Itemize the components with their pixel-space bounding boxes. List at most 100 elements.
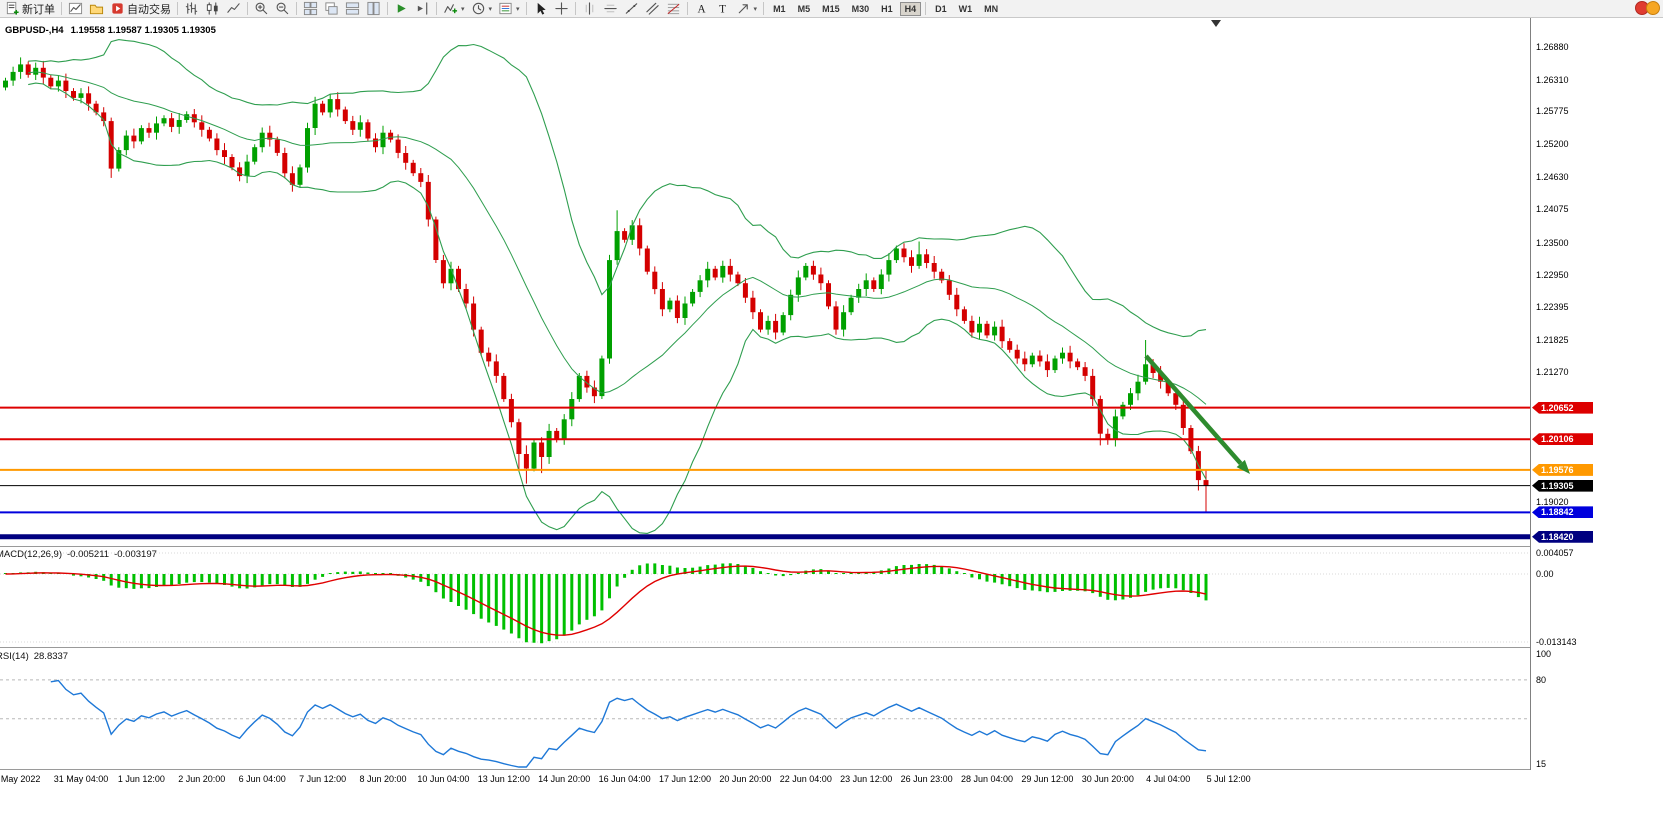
- new-order-button[interactable]: 新订单: [2, 0, 58, 18]
- chart-title: GBPUSD-,H4 1.19558 1.19587 1.19305 1.1930…: [5, 25, 223, 36]
- toolbar-separator: [574, 2, 576, 15]
- crosshair-icon: [554, 2, 568, 15]
- autotrading-icon: [112, 3, 123, 14]
- macd-signal-value: -0.003197: [114, 549, 157, 560]
- text-label-tool-button[interactable]: T: [712, 0, 733, 18]
- arrow-shape-icon: [738, 4, 748, 14]
- price-chart[interactable]: [0, 18, 1530, 546]
- cascade-windows-button[interactable]: [321, 0, 342, 18]
- price-line-badge: 1.20106: [1532, 433, 1593, 446]
- candlestick-chart-button[interactable]: [202, 0, 223, 18]
- svg-text:T: T: [719, 4, 726, 16]
- timeframe-h4-button[interactable]: H4: [899, 1, 922, 16]
- rsi-axis-label: 100: [1536, 649, 1552, 659]
- time-axis-label: 26 Jun 23:00: [900, 774, 953, 784]
- panel-separator[interactable]: [0, 769, 1663, 770]
- macd-signal-line: [5, 565, 1207, 636]
- price-tick-label: 1.22950: [1536, 269, 1569, 280]
- zoom-out-button[interactable]: [272, 0, 293, 18]
- cursor-button[interactable]: [530, 0, 551, 18]
- trendline-tool-button[interactable]: [621, 0, 642, 18]
- macd-panel[interactable]: [0, 547, 1530, 647]
- trend-arrow[interactable]: [1144, 354, 1243, 465]
- vertical-line-icon: [585, 2, 593, 15]
- time-axis-label: 13 Jun 12:00: [477, 774, 530, 784]
- horizontal-line-tool-button[interactable]: [600, 0, 621, 18]
- fibonacci-tool-button[interactable]: [663, 0, 684, 18]
- new-order-label: 新订单: [22, 3, 55, 16]
- price-tick-label: 1.24630: [1536, 172, 1569, 183]
- price-axis[interactable]: 1.26880 1.26310 1.25775 1.25200 1.24630 1.240…: [1530, 18, 1663, 770]
- time-axis-label: 8 Jun 20:00: [359, 774, 407, 784]
- chart-shift-button[interactable]: [412, 0, 433, 18]
- fibonacci-icon: [667, 3, 679, 15]
- rsi-panel[interactable]: [0, 648, 1530, 769]
- time-axis-label: 16 Jun 04:00: [598, 774, 651, 784]
- timeframe-h1-button[interactable]: H1: [881, 3, 893, 14]
- vertical-line-tool-button[interactable]: [579, 0, 600, 18]
- tile-windows-button[interactable]: [300, 0, 321, 18]
- indicators-button[interactable]: ▾: [440, 0, 468, 18]
- rsi-value: 28.8337: [33, 651, 69, 662]
- tile-horizontal-icon: [345, 2, 360, 15]
- panel-separator[interactable]: [0, 546, 1663, 547]
- chart-shift-marker[interactable]: [1211, 20, 1221, 27]
- text-tool-button[interactable]: A: [691, 0, 712, 18]
- price-line-badge: 1.20652: [1532, 401, 1593, 414]
- auto-scroll-button[interactable]: [391, 0, 412, 18]
- chart-ohlc-values: 1.19558 1.19587 1.19305 1.19305: [70, 25, 216, 36]
- profiles-button[interactable]: [86, 0, 107, 18]
- timeframe-m5-button[interactable]: M5: [797, 3, 811, 14]
- time-axis-label: 17 Jun 12:00: [658, 774, 712, 784]
- rsi-label: RSI(14) 28.8337: [0, 651, 73, 662]
- autotrading-button[interactable]: 自动交易: [107, 0, 174, 18]
- timeframe-w1-button[interactable]: W1: [958, 3, 973, 14]
- toolbar-separator: [61, 2, 62, 15]
- tile-horizontal-button[interactable]: [342, 0, 363, 18]
- rsi-line: [50, 679, 1207, 768]
- time-axis-label: 23 Jun 12:00: [840, 774, 893, 784]
- new-chart-button[interactable]: [65, 0, 86, 18]
- price-tick-label: 1.19020: [1536, 497, 1569, 508]
- timeframe-m15-button[interactable]: M15: [822, 3, 840, 14]
- timeframe-mn-button[interactable]: MN: [984, 3, 999, 14]
- autotrading-label: 自动交易: [127, 3, 171, 16]
- arrows-tool-button[interactable]: ▾: [733, 0, 761, 18]
- timeframe-m30-button[interactable]: M30: [851, 3, 870, 14]
- rsi-name: RSI(14): [0, 651, 29, 662]
- price-tick-label: 1.23500: [1536, 237, 1569, 248]
- tile-vertical-icon: [367, 1, 380, 16]
- cascade-windows-icon: [325, 2, 338, 15]
- clock-icon: [472, 2, 484, 15]
- time-axis[interactable]: May 2022 31 May 04:00 1 Jun 12:00 2 Jun 20:…: [0, 770, 1663, 790]
- profiles-folder-icon: [89, 4, 104, 15]
- macd-histogram: [4, 563, 1208, 644]
- bar-chart-icon: [185, 2, 198, 15]
- svg-text:A: A: [697, 4, 706, 16]
- rsi-axis-label: 80: [1536, 674, 1547, 685]
- periods-button[interactable]: ▾: [468, 0, 496, 18]
- time-axis-label: 30 Jun 20:00: [1081, 774, 1134, 784]
- crosshair-button[interactable]: [551, 0, 572, 18]
- trendline-icon: [625, 3, 637, 14]
- chart-symbol-period: GBPUSD-,H4: [5, 25, 64, 36]
- overlay-badge-orange[interactable]: [1646, 1, 1660, 15]
- channel-tool-button[interactable]: [642, 0, 663, 18]
- bar-chart-button[interactable]: [181, 0, 202, 18]
- timeframe-m1-button[interactable]: M1: [773, 3, 786, 14]
- panel-separator[interactable]: [0, 647, 1663, 648]
- timeframe-d1-button[interactable]: D1: [935, 3, 947, 14]
- toolbar-separator: [247, 2, 248, 15]
- templates-button[interactable]: ▾: [495, 0, 523, 18]
- tile-windows-icon: [303, 1, 318, 16]
- horizontal-line-icon: [603, 4, 617, 13]
- toolbar-separator: [177, 2, 178, 15]
- macd-label: MACD(12,26,9) -0.005211 -0.003197: [0, 549, 162, 560]
- tile-vertical-button[interactable]: [363, 0, 384, 18]
- line-chart-button[interactable]: [223, 0, 244, 18]
- toolbar-separator: [436, 2, 437, 15]
- price-tick-label: 1.26880: [1536, 42, 1569, 52]
- toolbar-separator: [763, 2, 765, 15]
- zoom-in-button[interactable]: [251, 0, 272, 18]
- time-axis-label: 4 Jul 04:00: [1146, 774, 1191, 784]
